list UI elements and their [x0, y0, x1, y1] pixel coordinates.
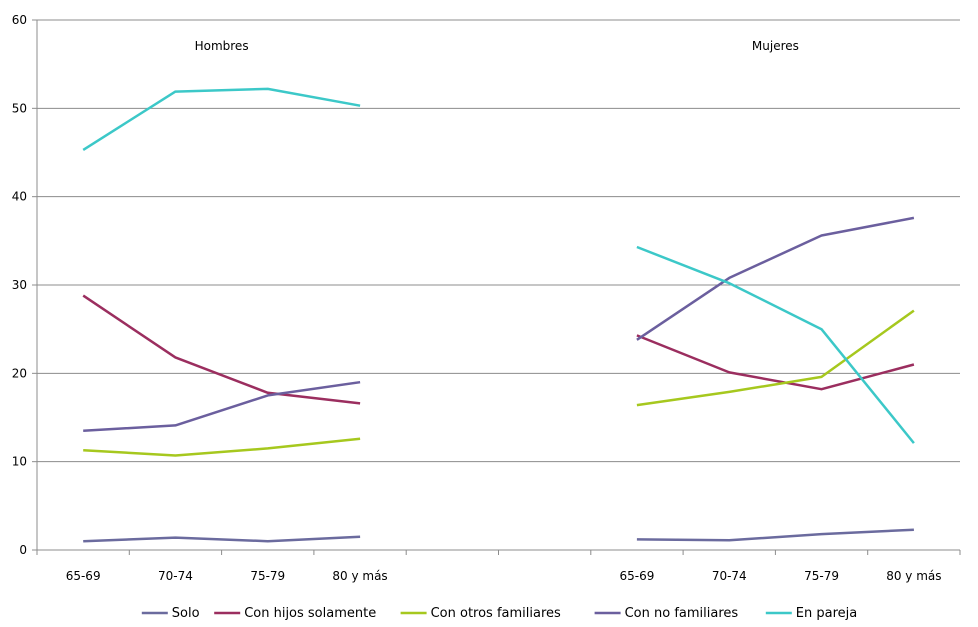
series-line	[82, 87, 361, 151]
series-line	[636, 334, 915, 391]
x-tick-label: 70-74	[158, 569, 193, 583]
y-tick-label: 50	[12, 101, 27, 115]
legend: Solo Con hijos solamente Con otros familia…	[141, 606, 857, 621]
legend-label: Con hijos solamente	[244, 606, 376, 621]
y-tick-label: 20	[12, 366, 27, 380]
series-line	[83, 437, 361, 457]
series-line	[82, 294, 361, 405]
x-tick-label: 65-69	[66, 569, 101, 583]
series-layer	[82, 87, 915, 543]
y-tick-label: 10	[12, 455, 27, 469]
x-tick-label: 75-79	[804, 569, 839, 583]
series-line	[636, 216, 915, 341]
axis-layer: 0 10 20 30 40 50 60 65-69 70-74 75-79 80 y más 65-6…	[12, 13, 961, 583]
legend-label: Con otros familiares	[431, 606, 561, 621]
series-line	[83, 380, 361, 433]
y-tick-label: 0	[19, 543, 27, 557]
panel-label: Hombres	[195, 39, 249, 53]
legend-label: Con no familiares	[625, 606, 739, 621]
grid-layer	[37, 19, 960, 463]
x-tick-label: 70-74	[712, 569, 747, 583]
legend-label: En pareja	[796, 606, 857, 621]
x-tick-label: 80 y más	[332, 569, 387, 583]
y-tick-label: 30	[12, 278, 27, 292]
x-tick-label: 80 y más	[886, 569, 941, 583]
x-tick-label: 65-69	[620, 569, 655, 583]
x-tick-label: 75-79	[250, 569, 285, 583]
panel-label: Mujeres	[752, 39, 799, 53]
series-line	[636, 528, 914, 542]
series-line	[636, 309, 915, 407]
y-tick-label: 60	[12, 13, 27, 27]
y-tick-label: 40	[12, 190, 27, 204]
label-layer: Hombres Mujeres	[195, 39, 799, 53]
legend-label: Solo	[172, 606, 200, 621]
series-line	[83, 535, 361, 543]
series-line	[636, 245, 915, 444]
